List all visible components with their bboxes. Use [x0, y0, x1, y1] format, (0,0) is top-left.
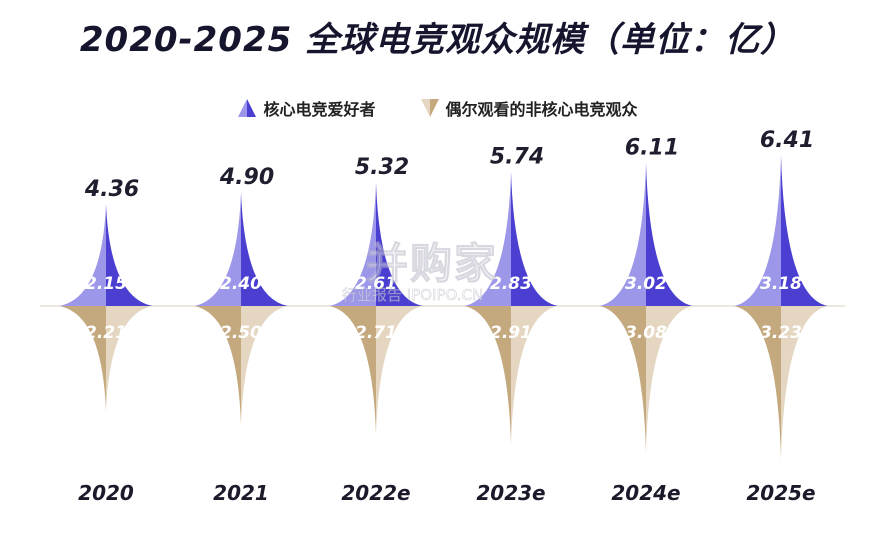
total-value-label-2024e: 6.11: [625, 136, 679, 161]
category-label-2020: 2020: [78, 481, 134, 505]
core-spike-left-2022e: [329, 182, 376, 306]
category-label-2022e: 2022e: [341, 481, 410, 505]
casual-spike-right-2022e: [376, 306, 423, 435]
casual-spike-right-2025e: [781, 306, 828, 460]
core-value-label-2022e: 2.61: [355, 274, 397, 294]
legend-label-core: 核心电竞爱好者: [263, 100, 376, 119]
total-value-label-2021: 4.90: [219, 165, 274, 190]
casual-spike-left-2025e: [734, 306, 781, 460]
casual-spike-right-2024e: [646, 306, 693, 453]
core-spike-right-2025e: [781, 154, 828, 306]
casual-value-label-2022e: 2.71: [355, 323, 397, 343]
core-value-label-2021: 2.40: [220, 274, 262, 294]
legend: 核心电竞爱好者 偶尔观看的非核心电竞观众: [0, 96, 875, 120]
core-spike-left-2024e: [599, 162, 646, 306]
chart-title: 2020-2025 全球电竞观众规模（单位：亿）: [79, 20, 796, 60]
casual-spike-left-2023e: [464, 306, 511, 445]
core-spike-right-2021: [241, 192, 288, 306]
total-value-label-2023e: 5.74: [490, 145, 544, 170]
casual-value-label-2024e: 3.08: [625, 323, 667, 343]
core-value-label-2025e: 3.18: [760, 274, 802, 294]
casual-spike-right-2020: [106, 306, 153, 411]
casual-spike-left-2021: [194, 306, 241, 425]
core-spike-left-2025e: [734, 154, 781, 306]
core-spike-left-2023e: [464, 171, 511, 306]
casual-spike-left-2022e: [329, 306, 376, 435]
casual-spike-left-2020: [59, 306, 106, 411]
casual-spike-left-2024e: [599, 306, 646, 453]
casual-spike-right-2021: [241, 306, 288, 425]
core-spike-right-2020: [106, 203, 153, 306]
core-value-label-2020: 2.15: [85, 274, 127, 294]
total-value-label-2022e: 5.32: [355, 155, 409, 180]
total-value-label-2020: 4.36: [84, 177, 139, 202]
casual-spike-right-2023e: [511, 306, 558, 445]
category-label-2021: 2021: [213, 481, 269, 505]
core-spike-right-2024e: [646, 162, 693, 306]
casual-value-label-2021: 2.50: [220, 323, 262, 343]
core-spike-right-2022e: [376, 182, 423, 306]
total-value-label-2025e: 6.41: [760, 128, 814, 153]
legend-item-casual: 偶尔观看的非核心电竞观众: [420, 96, 638, 120]
legend-marker-casual-icon: [420, 99, 439, 117]
core-spike-left-2020: [59, 203, 106, 306]
category-label-2024e: 2024e: [611, 481, 680, 505]
category-label-2023e: 2023e: [476, 481, 545, 505]
casual-value-label-2020: 2.21: [85, 323, 127, 343]
legend-item-core: 核心电竞爱好者: [237, 96, 376, 120]
legend-marker-core-icon: [238, 99, 257, 117]
core-value-label-2024e: 3.02: [625, 274, 667, 294]
casual-value-label-2023e: 2.91: [490, 323, 532, 343]
casual-value-label-2025e: 3.23: [760, 323, 802, 343]
legend-label-casual: 偶尔观看的非核心电竞观众: [445, 100, 638, 119]
core-value-label-2023e: 2.83: [490, 274, 532, 294]
core-spike-left-2021: [194, 192, 241, 306]
core-spike-right-2023e: [511, 171, 558, 306]
category-label-2025e: 2025e: [746, 481, 815, 505]
